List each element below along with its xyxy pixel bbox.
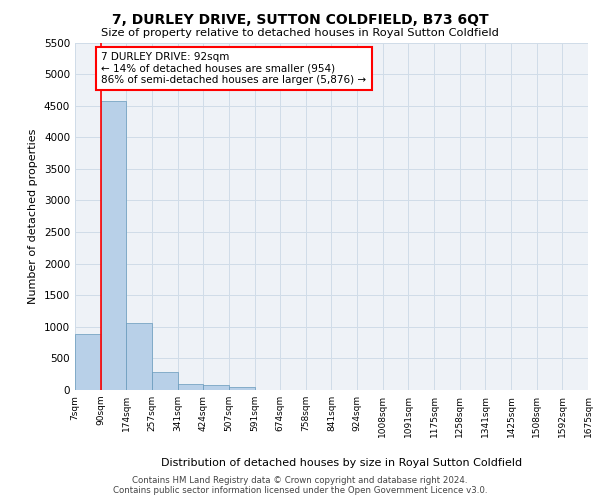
Bar: [178, 384, 203, 390]
Bar: [203, 384, 229, 390]
Y-axis label: Number of detached properties: Number of detached properties: [28, 128, 38, 304]
Text: Distribution of detached houses by size in Royal Sutton Coldfield: Distribution of detached houses by size …: [161, 458, 523, 468]
Text: Contains HM Land Registry data © Crown copyright and database right 2024.
Contai: Contains HM Land Registry data © Crown c…: [113, 476, 487, 495]
Text: 7 DURLEY DRIVE: 92sqm
← 14% of detached houses are smaller (954)
86% of semi-det: 7 DURLEY DRIVE: 92sqm ← 14% of detached …: [101, 52, 367, 85]
Bar: [152, 372, 178, 390]
Text: Size of property relative to detached houses in Royal Sutton Coldfield: Size of property relative to detached ho…: [101, 28, 499, 38]
Bar: [75, 334, 101, 390]
Text: 7, DURLEY DRIVE, SUTTON COLDFIELD, B73 6QT: 7, DURLEY DRIVE, SUTTON COLDFIELD, B73 6…: [112, 12, 488, 26]
Bar: [127, 323, 152, 390]
Bar: [229, 387, 254, 390]
Bar: [101, 102, 127, 390]
